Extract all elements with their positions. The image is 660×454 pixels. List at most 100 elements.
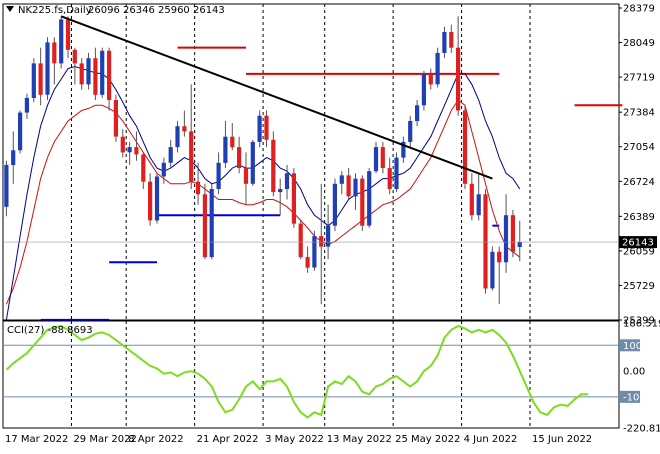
candle-down bbox=[38, 63, 43, 95]
candle-down bbox=[189, 131, 194, 182]
candle-down bbox=[113, 100, 118, 137]
cci-line bbox=[5, 324, 589, 419]
candle-up bbox=[373, 147, 379, 172]
candle-down bbox=[380, 147, 385, 168]
candle-down bbox=[243, 168, 249, 184]
x-tick-label: 4 Jun 2022 bbox=[464, 434, 518, 445]
fast-moving-average-line bbox=[5, 65, 521, 320]
candle-up bbox=[24, 97, 29, 113]
x-tick-label: 3 May 2022 bbox=[265, 434, 324, 445]
candle-down bbox=[291, 173, 296, 224]
candle-down bbox=[65, 19, 71, 50]
candle-down bbox=[120, 136, 125, 153]
cci-y-tick-label: 100 bbox=[623, 341, 642, 352]
candle-up bbox=[401, 141, 406, 158]
candle-down bbox=[264, 115, 269, 140]
y-tick-label: 25729 bbox=[623, 281, 655, 292]
candle-down bbox=[72, 49, 77, 64]
candle-down bbox=[319, 236, 324, 247]
candle-up bbox=[284, 173, 290, 189]
candle-down bbox=[271, 139, 276, 193]
price-panel-frame bbox=[2, 3, 620, 321]
last-price-label: 26143 bbox=[622, 238, 654, 249]
candle-up bbox=[223, 136, 228, 163]
candle-down bbox=[469, 183, 474, 216]
candle-down bbox=[346, 175, 351, 197]
candle-down bbox=[202, 194, 207, 258]
candle-down bbox=[428, 73, 433, 85]
cci-level-tag bbox=[620, 390, 640, 403]
candle-up bbox=[415, 105, 420, 121]
candle-up bbox=[367, 171, 372, 226]
candle-up bbox=[326, 225, 331, 247]
last-price-tag bbox=[619, 236, 657, 249]
downtrend-line bbox=[60, 15, 493, 180]
candle-down bbox=[107, 50, 112, 100]
x-tick-label: 15 Jun 2022 bbox=[532, 434, 592, 445]
price-panel: 28379 28049 27719 27384 27054 26724 26389 26059… bbox=[2, 3, 657, 327]
x-tick-label: 29 Mar 2022 bbox=[73, 434, 136, 445]
candle-down bbox=[360, 178, 365, 226]
candle-up bbox=[250, 141, 255, 184]
candle-down bbox=[141, 154, 146, 182]
collapse-arrow-icon[interactable] bbox=[6, 6, 14, 12]
y-tick-label: 28049 bbox=[623, 38, 655, 49]
candle-up bbox=[435, 52, 440, 85]
cci-panel: 186.5198 100 0.00 -100 -220.811 CCI(27) -88.8… bbox=[2, 319, 660, 435]
cci-level-tag bbox=[620, 339, 640, 352]
ohlc-readout: 26096 26346 25960 26143 bbox=[88, 5, 225, 16]
candle-down bbox=[79, 63, 84, 85]
candle-up bbox=[154, 176, 160, 221]
candle-up bbox=[45, 42, 50, 95]
candle-down bbox=[230, 136, 235, 148]
y-tick-label: 27719 bbox=[623, 73, 655, 84]
candle-up bbox=[339, 175, 344, 184]
candle-up bbox=[332, 183, 337, 226]
candle-up bbox=[59, 19, 64, 64]
cci-y-tick-label: -220.811 bbox=[623, 424, 660, 435]
candle-up bbox=[394, 157, 399, 189]
candle-up bbox=[127, 147, 132, 153]
candle-down bbox=[93, 58, 98, 95]
candle-up bbox=[161, 162, 166, 177]
y-tick-label: 27054 bbox=[623, 142, 655, 153]
y-tick-label: 26724 bbox=[623, 177, 655, 188]
candle-down bbox=[387, 168, 392, 189]
candle-down bbox=[237, 147, 242, 168]
cci-y-tick-label: 186.5198 bbox=[623, 319, 660, 330]
candle-down bbox=[182, 126, 187, 132]
y-tick-label: 27384 bbox=[623, 108, 655, 119]
candle-up bbox=[11, 150, 16, 165]
x-tick-label: 13 May 2022 bbox=[327, 434, 392, 445]
candle-up bbox=[476, 194, 481, 216]
y-tick-label: 26389 bbox=[623, 212, 655, 223]
candle-up bbox=[517, 242, 522, 247]
cci-panel-frame bbox=[2, 320, 620, 429]
candle-up bbox=[86, 58, 91, 85]
candle-down bbox=[462, 110, 468, 184]
candle-down bbox=[497, 251, 502, 263]
candle-up bbox=[503, 215, 509, 263]
cci-title: CCI(27) -88.8693 bbox=[7, 325, 93, 336]
x-tick-label: 17 Mar 2022 bbox=[5, 434, 68, 445]
candle-up bbox=[168, 147, 173, 163]
candle-down bbox=[195, 181, 201, 195]
candle-up bbox=[175, 126, 180, 148]
candle-down bbox=[305, 257, 310, 268]
cci-y-tick-label: 0.00 bbox=[623, 367, 645, 378]
x-tick-label: 25 May 2022 bbox=[395, 434, 460, 445]
candle-up bbox=[421, 73, 426, 106]
candle-up bbox=[312, 236, 317, 268]
candle-down bbox=[134, 147, 139, 155]
x-tick-label: 8 Apr 2022 bbox=[128, 434, 183, 445]
candle-up bbox=[408, 121, 413, 142]
y-tick-label: 26059 bbox=[623, 246, 655, 257]
slow-moving-average-line bbox=[5, 99, 521, 305]
candle-up bbox=[100, 50, 105, 95]
candle-down bbox=[298, 223, 303, 258]
candle-down bbox=[148, 181, 153, 221]
candle-up bbox=[18, 112, 23, 151]
